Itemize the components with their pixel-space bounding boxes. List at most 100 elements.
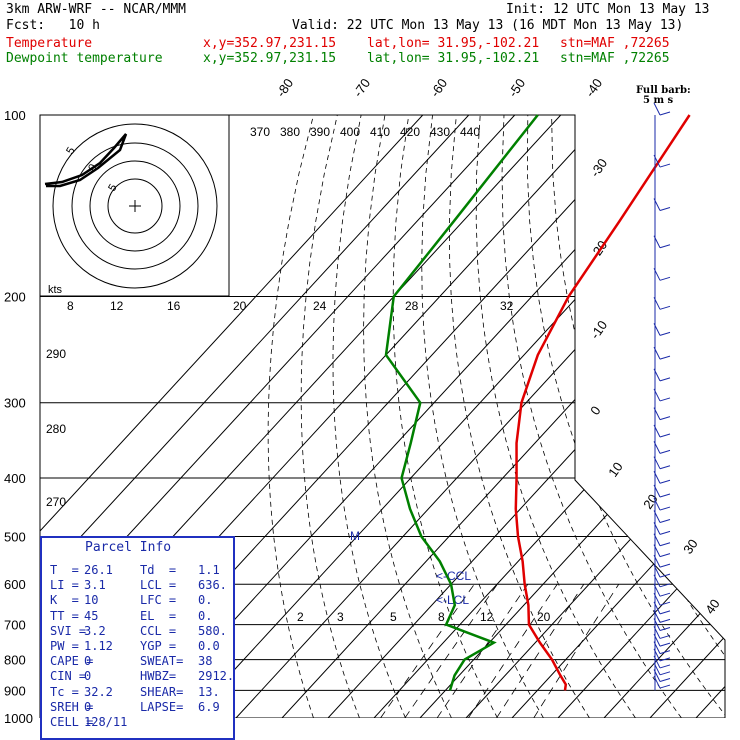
isotherm-line: [235, 115, 725, 718]
wind-barb-flag: [659, 305, 671, 310]
parcel-row-b: Td =: [140, 563, 177, 577]
parcel-row-bv: 0.0: [198, 639, 220, 653]
hodograph-ring-label: 5: [64, 145, 77, 156]
wind-barb-flag: [659, 610, 671, 615]
parcel-row-b: CCL =: [140, 623, 177, 638]
pressure-tick-label: 200: [4, 290, 26, 305]
model-title: 3km ARW-WRF -- NCAR/MMM: [6, 2, 187, 17]
mixing-ratio-label: 20: [537, 610, 551, 624]
mixing-ratio-label: 20: [233, 299, 247, 313]
isotherm-line: [557, 115, 725, 718]
parcel-row-av: 3.1: [84, 578, 106, 593]
legend-dewpoint-xy: x,y=352.97,231.15: [203, 51, 337, 66]
parcel-row-av: 1.12: [84, 639, 113, 653]
wind-barb-flag: [659, 573, 671, 578]
pressure-tick-label: 800: [4, 653, 26, 668]
parcel-row-bv: 6.9: [198, 699, 220, 714]
isotherm-line: [373, 115, 725, 718]
parcel-row-b: LAPSE=: [140, 699, 184, 714]
parcel-row-bv: 13.: [198, 684, 220, 699]
isotherm-label: -60: [427, 76, 450, 100]
pressure-tick-label: 100: [4, 108, 26, 123]
mixing-ratio-label: 8: [67, 299, 74, 313]
legend-temperature-stn: stn=MAF ,72265: [560, 36, 670, 51]
mixing-ratio-label: 2: [297, 610, 304, 624]
dry-adiabat: [267, 115, 314, 718]
parcel-row-bv: 38: [198, 654, 213, 669]
wind-barb-flag: [659, 331, 671, 336]
parcel-row-b: EL =: [140, 608, 177, 623]
theta-label: 440: [460, 125, 480, 139]
isotherm-line: [603, 115, 725, 718]
hodograph-ring-label: 0: [86, 162, 99, 173]
hodograph-ring: [107, 178, 163, 234]
isotherm-label: -70: [350, 76, 373, 100]
parcel-row-a: TT =: [50, 608, 79, 623]
dry-adiabat: [646, 115, 725, 718]
theta-label: 400: [340, 125, 360, 139]
hodograph-trace: [44, 133, 128, 188]
wind-barb-flag: [659, 678, 671, 683]
wind-barb-flag: [659, 111, 671, 116]
parcel-row-bv: 1.1: [198, 563, 220, 577]
wind-barb-flag: [659, 601, 671, 606]
dry-adiabat: [332, 115, 406, 718]
legend-temperature: Temperature: [6, 36, 93, 51]
wind-barb-flag: [659, 207, 671, 211]
barb-legend-unit: 5 m s: [643, 95, 674, 106]
wind-barb-flag: [659, 618, 671, 623]
pressure-tick-label: 500: [4, 529, 26, 544]
parcel-row-av: 32.2: [84, 684, 113, 699]
mixing-ratio-line: [533, 584, 620, 718]
isotherm-label: -30: [587, 156, 610, 180]
wind-barb-flag: [659, 642, 671, 647]
dry-adiabat: [421, 115, 544, 718]
parcel-row-b: YGP =: [140, 639, 177, 653]
parcel-row-a: CELL =: [50, 715, 94, 729]
mixing-ratio-label: 32: [500, 299, 514, 313]
parcel-row-av: 0: [84, 654, 92, 669]
dry-adiabat: [300, 115, 360, 718]
dewpoint-profile-line: [384, 114, 539, 691]
ccl-label: <-CCL: [436, 569, 471, 583]
isotherm-line: [40, 115, 424, 718]
pressure-tick-label: 1000: [4, 711, 33, 726]
wind-barb-flag: [659, 634, 671, 639]
isotherm-line: [281, 115, 725, 718]
dry-adiabat: [363, 115, 452, 718]
wind-barb-flag: [659, 479, 671, 484]
isotherm-line: [40, 115, 470, 718]
isotherm-label: 0: [587, 403, 603, 418]
theta-label: 410: [370, 125, 390, 139]
wind-barb-flag: [659, 563, 671, 568]
wind-barb-flag: [659, 163, 671, 168]
parcel-row-b: SHEAR=: [140, 684, 184, 699]
init-time: Init: 12 UTC Mon 13 May 13: [506, 2, 710, 17]
hodograph-ring: [52, 123, 218, 289]
hodograph-ring-label: 5: [106, 182, 119, 193]
legend-temperature-xy: x,y=352.97,231.15: [203, 36, 337, 51]
theta-label: 370: [250, 125, 270, 139]
dry-adiabat: [551, 115, 725, 718]
pressure-tick-label: 400: [4, 471, 26, 486]
parcel-row-av: 45: [84, 608, 99, 623]
wind-barb-flag: [659, 583, 671, 588]
parcel-row-b: SWEAT=: [140, 654, 184, 669]
parcel-row-bv: 0.: [198, 593, 213, 608]
barb-legend-title: Full barb:: [636, 85, 691, 96]
mixing-ratio-label: 5: [390, 610, 397, 624]
parcel-row-bv: 580.: [198, 623, 227, 638]
parcel-info-title: Parcel Info: [85, 540, 172, 555]
wind-barb-flag: [659, 465, 671, 470]
parcel-row-a: CAPE =: [50, 654, 94, 669]
wind-barb-flag: [659, 542, 671, 547]
temperature-profile-line: [514, 114, 691, 691]
dry-adiabat: [449, 115, 590, 718]
theta-label: 380: [280, 125, 300, 139]
parcel-row-av: 3.2: [84, 623, 106, 638]
diagram-frame: [40, 114, 726, 718]
parcel-row-b: LCL =: [140, 578, 177, 593]
isotherm-label: -80: [273, 76, 296, 100]
pressure-tick-label: 900: [4, 683, 26, 698]
